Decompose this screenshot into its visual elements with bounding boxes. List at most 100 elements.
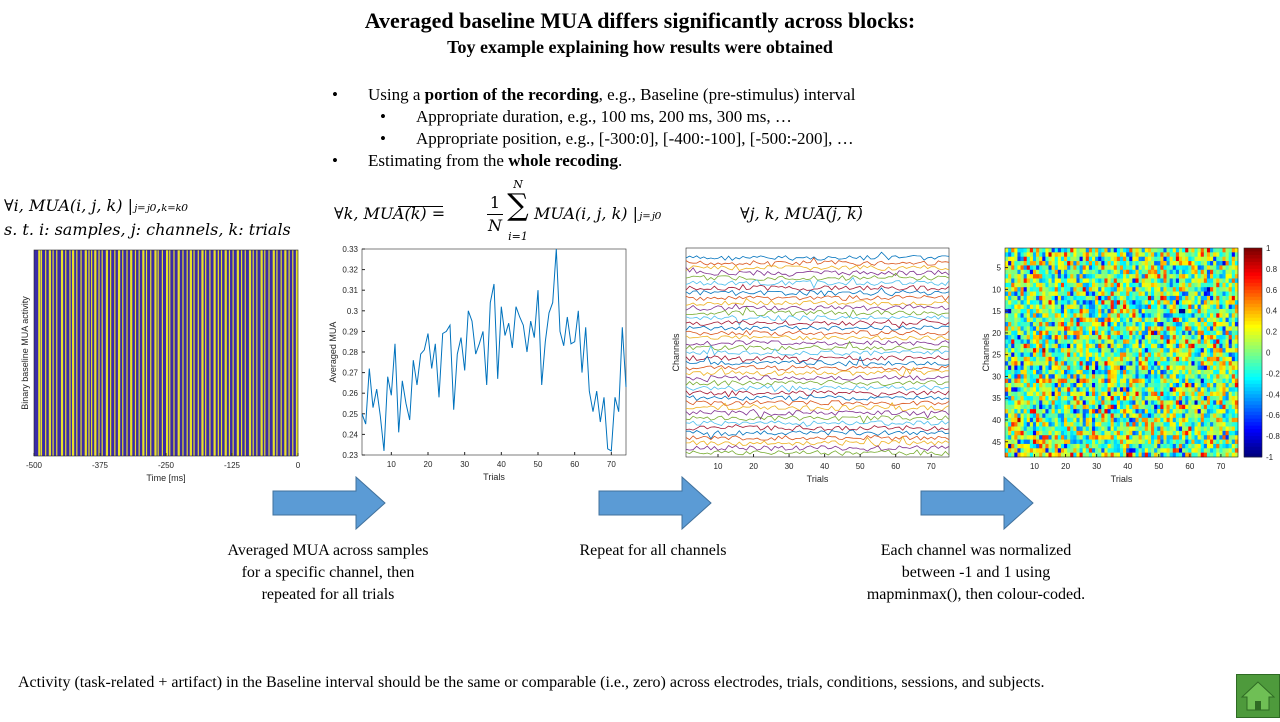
heatmap-cell (1216, 295, 1220, 301)
heatmap-cell (1048, 261, 1052, 266)
heatmap-cell (1203, 265, 1208, 271)
heatmap-cell (1104, 396, 1108, 401)
heatmap-cell (1194, 361, 1198, 366)
heatmap-cell (1060, 269, 1065, 275)
heatmap-cell (1042, 291, 1046, 297)
heatmap-cell (1203, 261, 1208, 266)
home-button[interactable] (1236, 674, 1280, 718)
heatmap-cell (1135, 326, 1139, 332)
heatmap-cell (1225, 252, 1229, 257)
heatmap-cell (1060, 374, 1065, 379)
heatmap-cell (1175, 426, 1180, 432)
heatmap-cell (1234, 308, 1239, 314)
heatmap-cell (1132, 278, 1136, 284)
heatmap-cell (1051, 287, 1056, 292)
channel-trace-line (685, 374, 950, 383)
heatmap-cell (1119, 426, 1124, 432)
heatmap-cell (1147, 417, 1152, 423)
heatmap-cell (1057, 435, 1062, 440)
heatmap-cell (1020, 252, 1024, 257)
heatmap-cell (1091, 313, 1096, 318)
heatmap-cell (1147, 291, 1152, 297)
raster-event-line (65, 250, 67, 456)
heatmap-cell (1197, 426, 1202, 432)
heatmap-cell (1110, 291, 1115, 297)
heatmap-cell (1091, 282, 1096, 288)
heatmap-cell (1172, 382, 1177, 388)
heatmap-cell (1203, 426, 1208, 432)
heatmap-cell (1225, 439, 1229, 445)
heatmap-cell (1048, 435, 1052, 440)
heatmap-cell (1095, 378, 1099, 384)
heatmap-cell (1231, 439, 1236, 445)
heatmap-cell (1101, 339, 1105, 345)
heatmap-cell (1119, 439, 1124, 445)
heatmap-cell (1160, 452, 1164, 458)
heatmap-cell (1014, 339, 1018, 345)
heatmap-cell (1045, 300, 1049, 305)
heatmap-cell (1095, 369, 1099, 375)
heatmap-cell (1228, 361, 1233, 366)
heatmap-cell (1082, 348, 1087, 353)
heatmap-cell (1228, 378, 1233, 384)
heatmap-cell (1191, 378, 1195, 384)
raster-event-line (228, 250, 231, 456)
heatmap-cell (1014, 322, 1018, 327)
heatmap-cell (1088, 291, 1093, 297)
heatmap-cell (1135, 417, 1139, 423)
heatmap-cell (1219, 356, 1223, 362)
heatmap-cell (1126, 422, 1130, 427)
heatmap-cell (1048, 382, 1052, 388)
heatmap-cell (1231, 435, 1236, 440)
heatmap-cell (1064, 369, 1068, 375)
heatmap-cell (1210, 352, 1214, 358)
heatmap-cell (1029, 322, 1034, 327)
heatmap-cell (1166, 322, 1170, 327)
raster-event-line (173, 250, 175, 456)
heatmap-cell (1135, 282, 1139, 288)
equation-2-frac-bar (487, 214, 503, 215)
heatmap-cell (1172, 439, 1177, 445)
heatmap-cell (1079, 382, 1083, 388)
raster-event-line (117, 250, 121, 456)
heatmap-cell (1175, 400, 1180, 406)
heatmap-cell (1225, 400, 1229, 406)
heatmap-cell (1172, 365, 1177, 371)
heatmap-cell (1206, 400, 1211, 406)
line-plot-frame (361, 248, 627, 456)
heatmap-cell (1200, 439, 1205, 445)
heatmap-cell (1132, 295, 1136, 301)
heatmap-cell (1020, 378, 1024, 384)
heatmap-cell (1166, 369, 1170, 375)
heatmap-cell (1160, 348, 1164, 353)
heatmap-cell (1185, 378, 1189, 384)
heatmap-cell (1026, 300, 1031, 305)
heatmap-cell (1045, 282, 1049, 288)
heatmap-cell (1166, 343, 1170, 349)
heatmap-cell (1064, 413, 1068, 419)
heatmap-cell (1228, 339, 1233, 345)
heatmap-cell (1138, 330, 1142, 336)
heatmap-cell (1166, 330, 1170, 336)
heatmap-cell (1141, 304, 1146, 310)
heatmap-cell (1017, 448, 1021, 453)
heatmap-cell (1023, 378, 1028, 384)
heatmap-cell (1197, 356, 1202, 362)
heatmap-cell (1088, 430, 1093, 436)
heatmap-cell (1045, 326, 1049, 332)
colorbar-segment (1244, 251, 1262, 256)
heatmap-cell (1151, 335, 1155, 340)
heatmap-cell (1051, 356, 1056, 362)
heatmap-cell (1154, 361, 1158, 366)
heatmap-cell (1057, 339, 1062, 345)
caption-3-line: between -1 and 1 using (901, 564, 1051, 581)
heatmap-cell (1206, 417, 1211, 423)
heatmap-cell (1203, 439, 1208, 445)
heatmap-cell (1095, 304, 1099, 310)
heatmap-cell (1113, 282, 1118, 288)
heatmap-cell (1123, 409, 1127, 414)
heatmap-cell (1011, 361, 1015, 366)
heatmap-cell (1051, 274, 1056, 279)
heatmap-cell (1188, 439, 1192, 445)
